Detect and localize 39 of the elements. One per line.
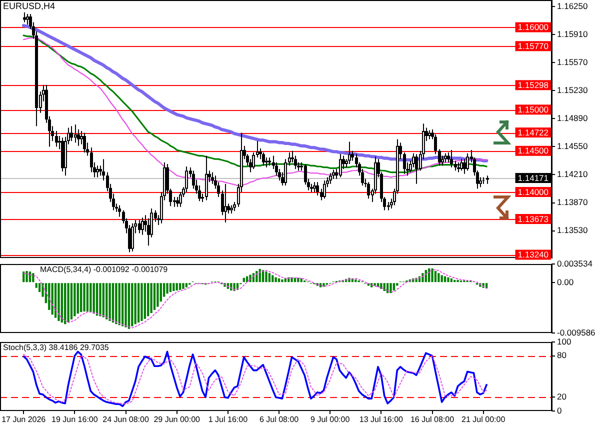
ref-line-label: 1.15000 xyxy=(518,104,549,114)
y-tick-label: 0.00 xyxy=(557,276,574,287)
x-tick-label: 13 Jul 16:00 xyxy=(359,415,404,424)
ref-line-label: 1.16000 xyxy=(518,22,549,32)
y-tick-label: 0.003534 xyxy=(557,258,593,268)
y-tick-label: 0 xyxy=(557,405,562,416)
y-tick-label: 1.14550 xyxy=(557,141,588,152)
x-tick-label: 29 Jun 00:00 xyxy=(154,415,201,424)
y-tick-label: 100 xyxy=(557,336,572,346)
y-tick-label: 1.16250 xyxy=(557,0,588,11)
y-tick-label: 20 xyxy=(557,392,567,402)
x-tick-label: 6 Jul 08:00 xyxy=(259,415,300,424)
ref-line-label: 1.13673 xyxy=(518,214,549,224)
ref-line-label: 1.14000 xyxy=(518,186,549,197)
x-tick-label: 16 Jul 08:00 xyxy=(410,415,455,424)
y-tick-label: 1.14210 xyxy=(557,169,588,180)
x-tick-label: 17 Jun 2026 xyxy=(2,415,46,424)
x-tick-label: 24 Jun 08:00 xyxy=(102,415,150,424)
y-tick-label: 1.13870 xyxy=(557,197,588,208)
y-tick-label: 1.15230 xyxy=(557,85,588,96)
ref-line-label: 1.15298 xyxy=(518,80,549,90)
ref-line-label: 1.14722 xyxy=(518,127,549,138)
ref-line-label: 1.13240 xyxy=(518,250,549,260)
x-tick-label: 19 Jun 16:00 xyxy=(52,415,98,424)
ref-line-label: 1.14171 xyxy=(518,172,549,183)
y-tick-label: 1.13530 xyxy=(557,225,588,236)
y-tick-label: 1.15570 xyxy=(557,56,588,67)
y-tick-label: 1.15910 xyxy=(557,28,588,39)
y-tick-label: 1.14890 xyxy=(557,113,588,124)
x-tick-label: 21 Jul 00:00 xyxy=(462,415,506,424)
chart-title: EURUSD,H4 xyxy=(3,0,56,11)
x-tick-label: 9 Jul 00:00 xyxy=(310,415,350,424)
ref-line-label: 1.15770 xyxy=(518,41,549,52)
x-tick-label: 1 Jul 16:00 xyxy=(208,415,248,424)
chart-title: Stoch(5,3,3) 38.4186 29.7035 xyxy=(3,343,110,352)
y-tick-label: -0.009586 xyxy=(557,327,596,338)
chart-title: MACD(5,34,4) -0.001092 -0.001079 xyxy=(40,265,168,274)
ref-line-label: 1.14500 xyxy=(518,146,549,156)
y-tick-label: 80 xyxy=(557,350,567,360)
